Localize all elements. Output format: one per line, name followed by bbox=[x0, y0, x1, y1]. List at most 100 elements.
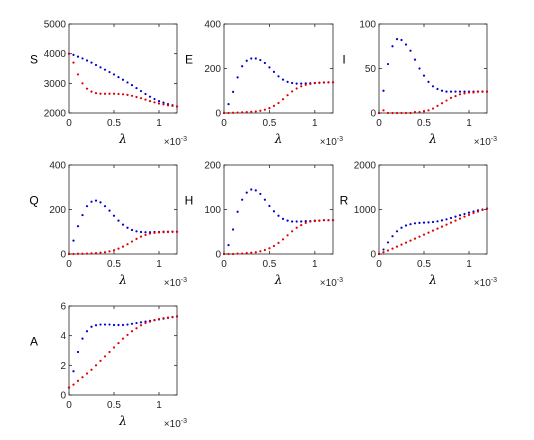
data-point-red bbox=[112, 346, 116, 349]
plot-frame bbox=[223, 23, 334, 114]
data-point-red bbox=[409, 111, 412, 115]
y-tick-label: 0 bbox=[370, 109, 376, 120]
x-axis-label: λ bbox=[118, 132, 127, 146]
data-point-blue bbox=[135, 321, 138, 325]
data-point-blue bbox=[400, 38, 403, 42]
data-point-blue bbox=[445, 218, 448, 221]
data-point-red bbox=[263, 248, 266, 252]
x-axis-multiplier: ×10-3 bbox=[164, 418, 187, 430]
data-point-red bbox=[476, 90, 480, 93]
data-point-red bbox=[304, 221, 307, 224]
data-point-red bbox=[418, 235, 421, 238]
x-tick-label: 0 bbox=[66, 259, 72, 270]
plot-frame bbox=[378, 23, 488, 114]
y-axis-label: S bbox=[30, 53, 38, 67]
data-point-red bbox=[135, 327, 138, 330]
data-point-blue bbox=[386, 62, 390, 66]
y-tick-label: 400 bbox=[204, 20, 221, 31]
y-tick-label: 0 bbox=[215, 109, 221, 120]
data-point-blue bbox=[99, 323, 102, 326]
data-point-red bbox=[139, 324, 143, 327]
data-point-blue bbox=[454, 90, 457, 93]
y-tick-label: 1000 bbox=[354, 205, 377, 216]
data-point-red bbox=[391, 111, 394, 115]
y-tick-label: 2 bbox=[60, 361, 66, 372]
data-point-red bbox=[286, 234, 289, 237]
data-point-blue bbox=[291, 81, 294, 85]
y-tick-label: 4000 bbox=[44, 49, 67, 60]
data-point-red bbox=[286, 94, 289, 97]
data-point-red bbox=[304, 83, 307, 86]
data-point-blue bbox=[139, 89, 143, 93]
data-point-red bbox=[162, 317, 165, 320]
y-tick-label: 200 bbox=[204, 64, 221, 75]
data-point-red bbox=[72, 252, 75, 256]
data-point-blue bbox=[281, 78, 285, 81]
data-point-red bbox=[67, 252, 71, 256]
data-point-red bbox=[236, 111, 239, 114]
data-point-blue bbox=[236, 76, 239, 79]
data-point-blue bbox=[391, 235, 394, 238]
data-point-blue bbox=[162, 101, 165, 104]
x-tick-label: 0.5 bbox=[417, 259, 431, 270]
x-tick-label: 1 bbox=[156, 259, 162, 270]
data-point-red bbox=[281, 238, 285, 241]
data-point-red bbox=[395, 111, 399, 115]
data-point-blue bbox=[94, 199, 98, 202]
data-point-red bbox=[313, 82, 316, 85]
data-point-blue bbox=[400, 226, 403, 229]
data-point-red bbox=[166, 104, 170, 107]
data-point-red bbox=[81, 82, 84, 85]
data-point-blue bbox=[272, 70, 276, 73]
y-tick-label: 6 bbox=[60, 302, 66, 313]
data-point-red bbox=[245, 111, 248, 114]
data-point-blue bbox=[431, 85, 435, 88]
data-point-red bbox=[309, 82, 312, 85]
data-point-red bbox=[454, 94, 457, 98]
data-point-blue bbox=[391, 45, 394, 48]
data-point-red bbox=[377, 252, 381, 256]
data-point-red bbox=[449, 221, 453, 224]
data-point-red bbox=[112, 249, 116, 252]
data-point-red bbox=[291, 90, 294, 93]
data-point-blue bbox=[395, 230, 399, 233]
data-point-red bbox=[76, 379, 80, 383]
data-point-red bbox=[148, 320, 152, 323]
data-point-red bbox=[166, 230, 170, 234]
x-tick-label: 1 bbox=[466, 259, 472, 270]
data-point-blue bbox=[254, 189, 257, 192]
data-point-red bbox=[295, 226, 298, 229]
y-tick-label: 400 bbox=[49, 161, 66, 172]
x-tick-label: 0 bbox=[66, 400, 72, 411]
data-point-blue bbox=[72, 370, 75, 373]
data-point-blue bbox=[241, 198, 244, 201]
data-point-red bbox=[268, 107, 271, 110]
data-point-red bbox=[485, 90, 489, 93]
data-point-red bbox=[309, 220, 312, 223]
data-point-blue bbox=[409, 223, 412, 226]
x-axis-multiplier-exponent: -3 bbox=[181, 418, 187, 425]
data-point-red bbox=[121, 93, 125, 96]
data-point-red bbox=[395, 245, 399, 248]
data-point-blue bbox=[418, 67, 421, 70]
data-point-blue bbox=[241, 65, 244, 68]
data-point-red bbox=[90, 368, 93, 371]
data-point-red bbox=[90, 90, 93, 93]
data-point-blue bbox=[90, 325, 93, 328]
data-point-blue bbox=[153, 97, 156, 101]
x-tick-label: 1 bbox=[156, 118, 162, 129]
data-point-red bbox=[108, 250, 111, 253]
data-point-blue bbox=[295, 82, 298, 85]
data-point-red bbox=[436, 227, 439, 230]
x-axis-multiplier-exponent: -3 bbox=[491, 277, 497, 284]
x-axis-label: λ bbox=[428, 132, 437, 146]
data-point-red bbox=[103, 251, 107, 254]
y-axis-label: H bbox=[185, 194, 194, 208]
data-point-red bbox=[382, 109, 385, 112]
data-point-red bbox=[463, 92, 466, 95]
data-point-blue bbox=[245, 191, 248, 194]
x-axis-multiplier: ×10-3 bbox=[164, 136, 187, 148]
data-point-blue bbox=[281, 217, 285, 220]
data-point-red bbox=[481, 208, 484, 212]
data-point-blue bbox=[250, 57, 253, 60]
